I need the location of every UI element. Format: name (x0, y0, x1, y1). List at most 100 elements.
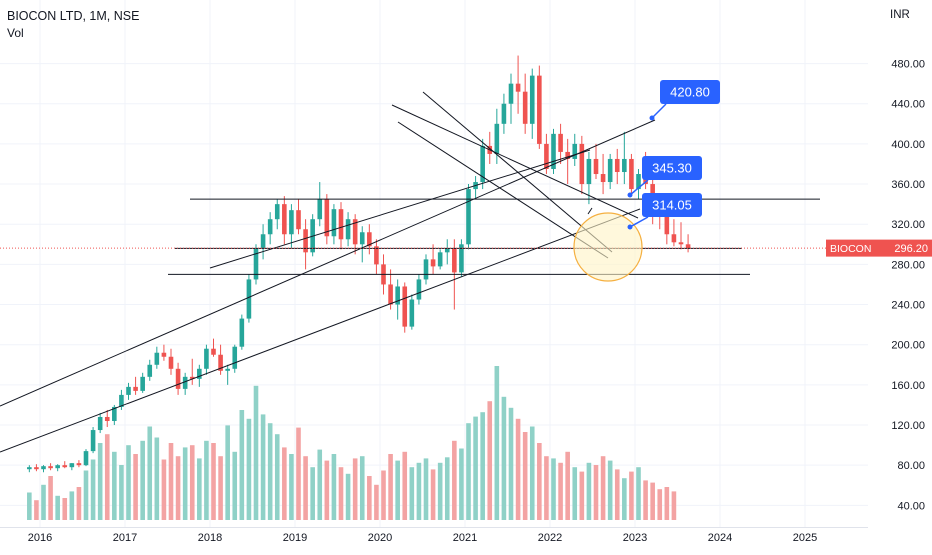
volume-bar (126, 445, 131, 520)
volume-bar (607, 460, 613, 520)
callout-pointer (629, 179, 649, 196)
candle (204, 348, 209, 369)
price-tick-label: 200.00 (891, 340, 925, 352)
symbol-title: BIOCON LTD, 1M, NSE (7, 9, 140, 23)
time-axis: 2016 2017 2018 2019 2020 2021 2022 2023 2024 2025 (0, 527, 868, 544)
callout-box (642, 156, 702, 180)
volume-bar (352, 458, 358, 520)
candle (55, 465, 60, 469)
volume-bar (27, 492, 32, 520)
candle (459, 244, 464, 273)
volume-bar (303, 456, 308, 520)
volume-bar (367, 476, 372, 520)
candle (537, 75, 542, 144)
volume-bar (331, 454, 337, 520)
volume-bar (197, 458, 202, 520)
callout-pointer (651, 103, 667, 119)
candle (197, 368, 202, 379)
candle (289, 210, 294, 235)
candle (579, 143, 585, 185)
price-tick-label: 400.00 (891, 139, 925, 151)
volume-bar (522, 432, 528, 520)
volume-bar (657, 489, 663, 520)
volume-bar (282, 447, 287, 520)
candle (161, 352, 167, 357)
candle (41, 466, 46, 470)
candle (522, 91, 528, 124)
candle (225, 368, 230, 371)
price-tick-label: 120.00 (891, 420, 925, 432)
candle (34, 467, 39, 470)
volume-bar (161, 459, 167, 520)
volume-bar (664, 487, 670, 520)
candle (572, 143, 578, 159)
candle (501, 103, 507, 124)
candle (544, 143, 549, 169)
volume-bar (643, 480, 648, 520)
volume-bar (225, 425, 230, 520)
volume-bar (430, 469, 436, 520)
volume-bar (452, 440, 457, 520)
candle (480, 145, 485, 183)
candle (395, 286, 400, 305)
price-tick-label: 160.00 (891, 380, 925, 392)
volume-bar (189, 445, 195, 520)
volume-bar (253, 385, 259, 520)
candle (565, 151, 570, 159)
volume-bar (473, 416, 478, 520)
candle (211, 348, 216, 355)
candle (97, 416, 103, 431)
candle (678, 242, 684, 245)
price-axis: 40.00 80.00 120.00 160.00 200.00 240.00 280.00… (826, 59, 932, 512)
volume-bar (494, 366, 500, 520)
volume-bar (112, 451, 117, 520)
candle (607, 158, 613, 183)
candle (359, 232, 365, 245)
volume-bar (260, 414, 266, 520)
volume-bar (459, 448, 464, 520)
candle (508, 83, 514, 104)
volume-bar (317, 449, 323, 520)
volume-bar (636, 467, 641, 520)
volume-bar (586, 462, 592, 520)
callout-label: 420.80 (670, 85, 710, 100)
volume-bar (182, 447, 188, 520)
time-tick-label: 2023 (623, 532, 647, 544)
volume-bar (97, 443, 103, 520)
volume-bar (515, 418, 521, 520)
volume-bar (345, 473, 351, 520)
candle (253, 248, 259, 280)
volume-bar (359, 456, 365, 520)
candle (345, 219, 351, 240)
time-tick-label: 2018 (198, 532, 222, 544)
currency-label: INR (890, 9, 910, 21)
callout-label: 345.30 (652, 161, 692, 176)
candle (282, 204, 287, 235)
callout-anchor (627, 192, 633, 198)
volume-bar (218, 456, 223, 520)
candle (409, 299, 415, 327)
volume-bar (444, 457, 450, 520)
candle (126, 386, 131, 395)
volume-bar (374, 484, 379, 520)
volume-bar (119, 465, 124, 520)
volume-bar (487, 401, 493, 520)
volume-bar (529, 426, 535, 520)
candle (452, 248, 457, 273)
volume-bar (296, 427, 301, 520)
volume-bar (76, 487, 82, 520)
candle (402, 286, 408, 327)
candle (664, 216, 670, 235)
volume-label: Vol (7, 26, 24, 40)
volume-bar (147, 426, 153, 520)
annotations: 420.80 345.30 314.05 (573, 80, 720, 282)
volume-bar (338, 467, 344, 520)
volume-bar (381, 470, 386, 520)
candle (324, 199, 330, 237)
candle (112, 406, 117, 422)
volume-bar (537, 443, 542, 520)
candle (529, 75, 535, 124)
volume-bar (140, 440, 145, 520)
